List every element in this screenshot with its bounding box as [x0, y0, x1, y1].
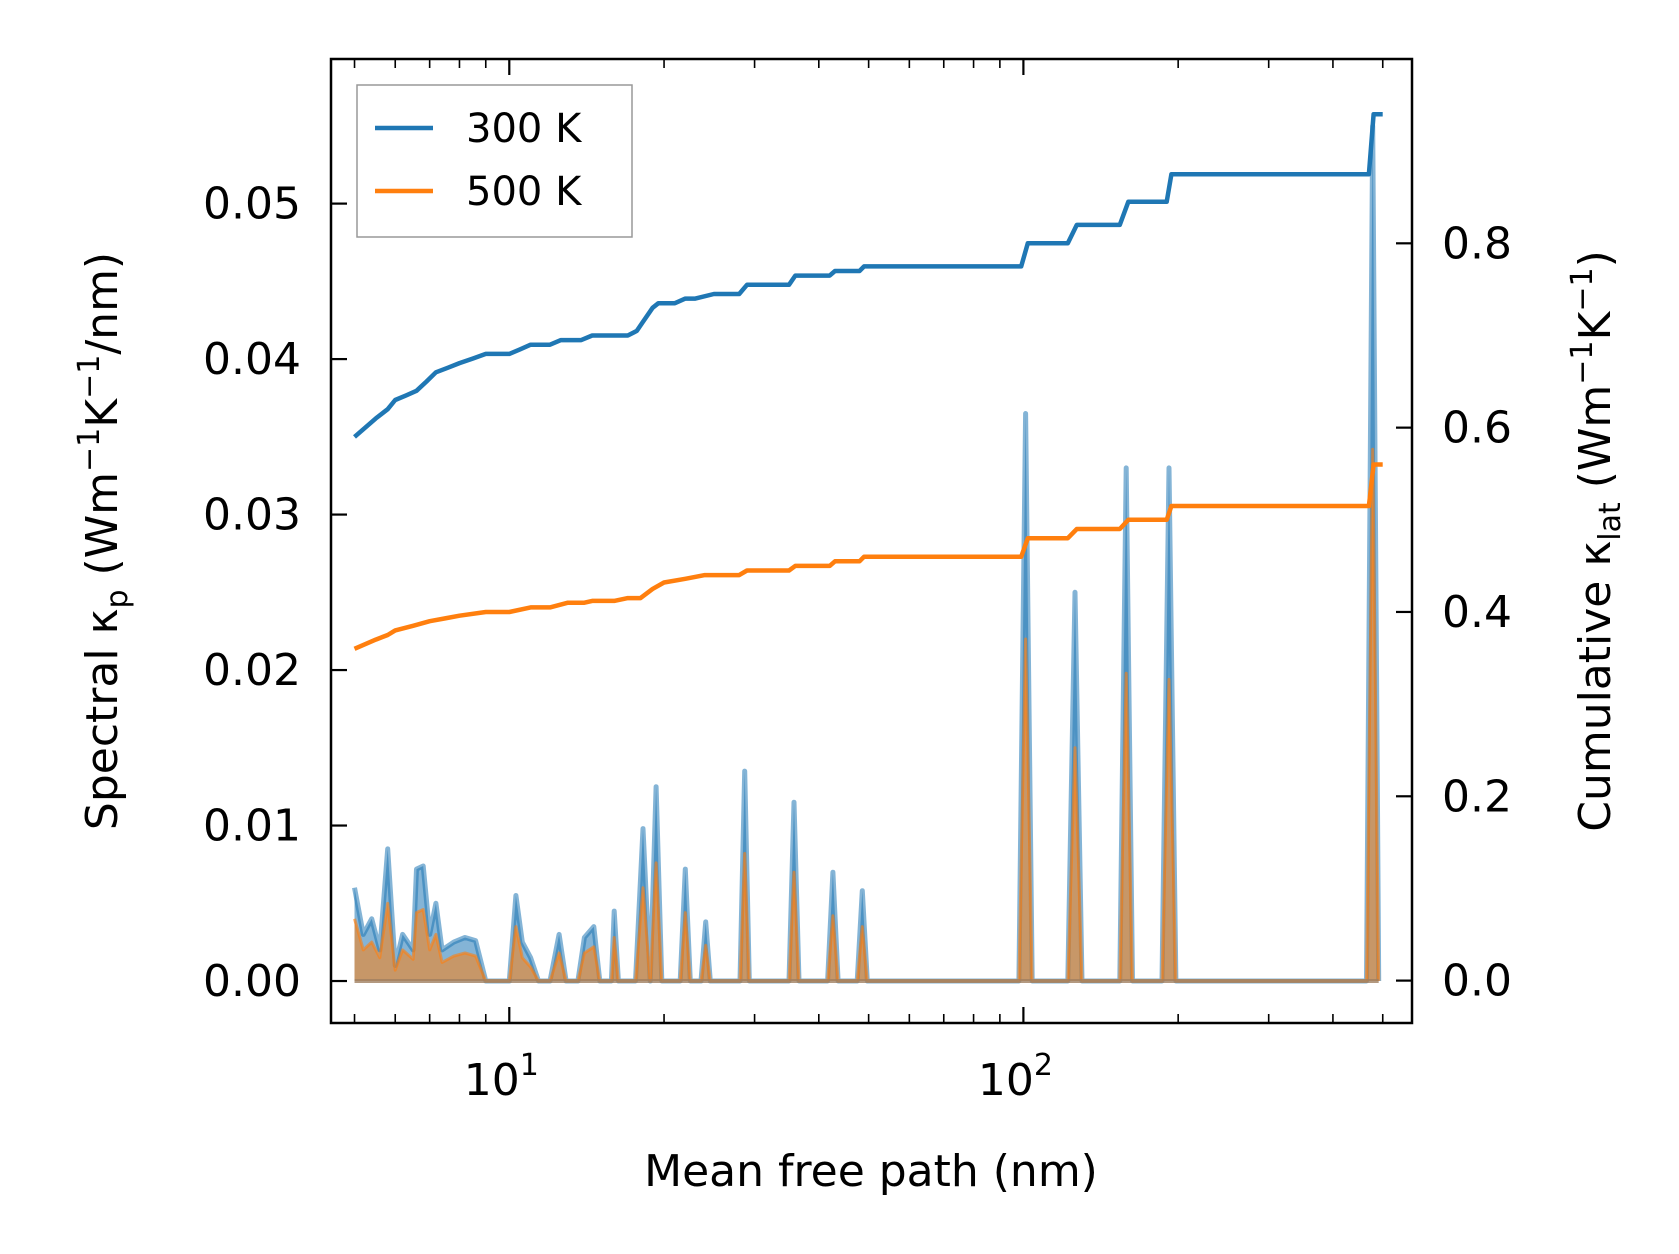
legend-box	[356, 84, 633, 238]
y-left-axis-label: Spectral κp (Wm−1K−1/nm)	[72, 252, 135, 830]
y-right-tick-label: 0.2	[1442, 771, 1512, 822]
legend: 300 K 500 K	[356, 84, 633, 238]
y-right-axis-label: Cumulative κlat (Wm−1K−1)	[1565, 250, 1628, 832]
x-tick-label: 101	[464, 1048, 539, 1106]
legend-label-500k: 500 K	[466, 169, 583, 215]
axes-frame	[329, 57, 1414, 1025]
y-left-tick-label: 0.03	[203, 490, 301, 541]
y-left-tick-label: 0.04	[203, 334, 301, 385]
y-right-tick-label: 0.8	[1442, 218, 1512, 269]
legend-label-300k: 300 K	[466, 106, 583, 152]
y-left-tick-label: 0.02	[203, 645, 301, 696]
cumulative-line-300k	[353, 112, 1383, 439]
cumulative-line-500k	[353, 462, 1383, 651]
x-tick-label: 102	[978, 1048, 1053, 1106]
y-right-tick-label: 0.6	[1442, 403, 1512, 454]
y-left-tick-label: 0.00	[203, 956, 301, 1007]
plot-area	[352, 112, 1383, 984]
y-right-tick-label: 0.4	[1442, 587, 1512, 638]
y-left-tick-label: 0.01	[203, 801, 301, 852]
y-left-tick-label: 0.05	[203, 179, 301, 230]
x-axis-label: Mean free path (nm)	[644, 1146, 1098, 1197]
y-right-tick-label: 0.0	[1442, 956, 1512, 1007]
